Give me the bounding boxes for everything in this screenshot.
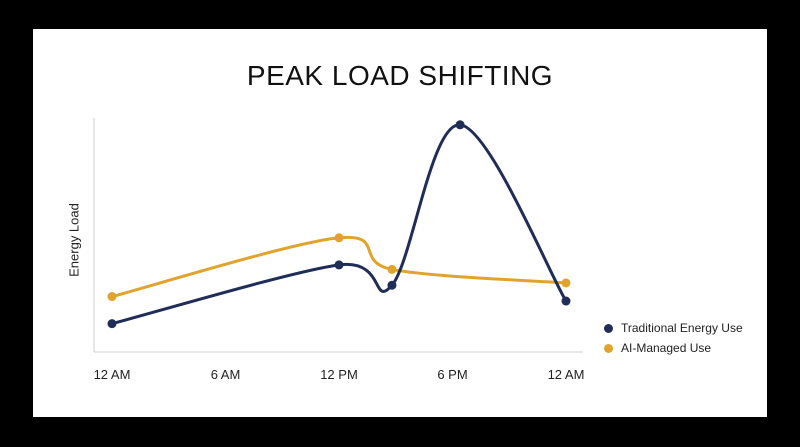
chart-title: PEAK LOAD SHIFTING (246, 60, 554, 91)
data-point-ai-managed-3 (561, 278, 571, 288)
legend-item-traditional: Traditional Energy Use (604, 318, 743, 338)
x-tick-label-4: 12 AM (548, 367, 585, 382)
x-tick-labels: 12 AM 6 AM 12 PM 6 PM 12 AM (94, 367, 585, 382)
data-point-ai-managed-2 (387, 264, 397, 274)
legend-label-traditional: Traditional Energy Use (621, 321, 743, 335)
legend: Traditional Energy Use AI-Managed Use (604, 318, 743, 358)
series-line-ai-managed (110, 235, 568, 299)
series-line-traditional (110, 123, 568, 326)
legend-swatch-traditional (604, 323, 613, 333)
x-tick-label-1: 6 AM (211, 367, 241, 382)
data-point-ai-managed-1 (334, 233, 344, 243)
data-point-traditional-4 (561, 296, 571, 306)
legend-swatch-ai-managed (604, 343, 613, 353)
legend-label-ai-managed: AI-Managed Use (621, 341, 712, 355)
x-tick-label-2: 12 PM (320, 367, 358, 382)
data-point-traditional-0 (107, 319, 117, 329)
data-point-ai-managed-0 (107, 292, 117, 302)
data-point-traditional-2 (387, 280, 397, 290)
x-tick-label-0: 12 AM (94, 367, 131, 382)
legend-item-ai-managed: AI-Managed Use (604, 338, 743, 358)
data-point-traditional-3 (455, 120, 465, 130)
data-point-traditional-1 (334, 260, 344, 270)
x-tick-label-3: 6 PM (437, 367, 467, 382)
series-layer (107, 120, 571, 329)
